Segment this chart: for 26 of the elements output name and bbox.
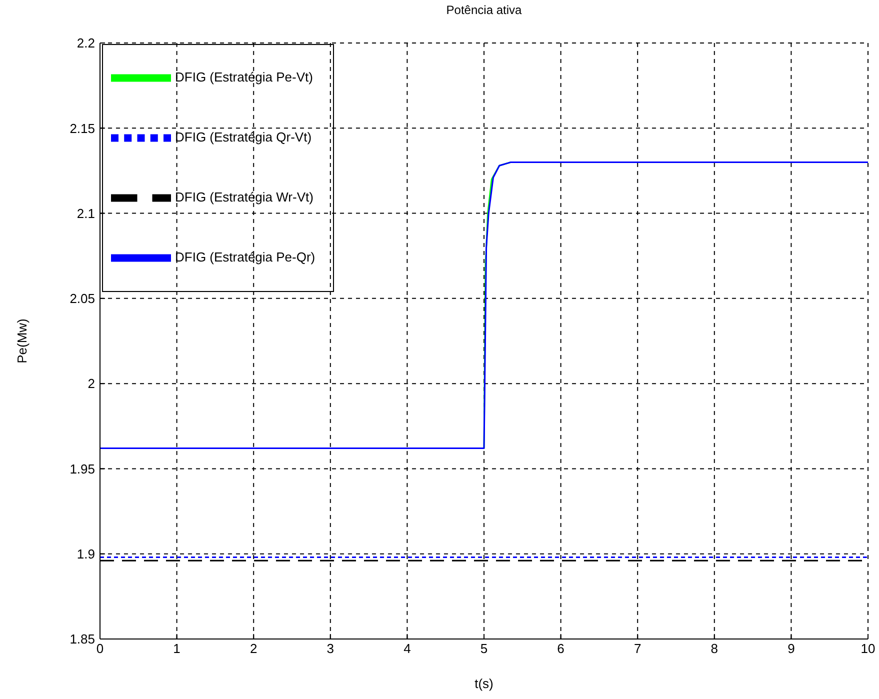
y-tick-label: 2.05 xyxy=(70,291,95,306)
chart-title: Potência ativa xyxy=(445,3,523,17)
y-axis-title: Pe(Mw) xyxy=(14,318,30,364)
x-tick-label: 10 xyxy=(860,641,876,656)
y-tick-label: 2 xyxy=(88,376,95,392)
x-axis-title: t(s) xyxy=(474,676,494,691)
x-tick-label: 9 xyxy=(788,641,795,656)
y-tick-label: 2.1 xyxy=(76,206,95,221)
x-tick-label: 6 xyxy=(557,641,564,656)
x-tick-label: 1 xyxy=(173,641,180,656)
legend-label: DFIG (Estratégia Pe-Qr) xyxy=(175,249,316,264)
legend-label: DFIG (Estratégia Qr-Vt) xyxy=(175,129,312,144)
y-tick-label: 2.2 xyxy=(76,36,95,51)
x-tick-label: 0 xyxy=(96,641,104,656)
x-tick-label: 8 xyxy=(710,641,718,656)
x-tick-label: 2 xyxy=(250,641,258,656)
x-tick-label: 3 xyxy=(326,641,334,656)
x-tick-label: 5 xyxy=(480,641,488,656)
x-tick-label: 7 xyxy=(634,641,642,656)
y-tick-label: 1.9 xyxy=(76,546,95,562)
x-tick-label: 4 xyxy=(404,641,411,656)
y-tick-label: 1.85 xyxy=(70,632,95,647)
y-tick-label: 1.95 xyxy=(70,461,95,476)
legend-label: DFIG (Estratégia Wr-Vt) xyxy=(175,189,314,204)
legend-label: DFIG (Estratégia Pe-Vt) xyxy=(175,69,313,84)
y-tick-label: 2.15 xyxy=(70,120,95,136)
